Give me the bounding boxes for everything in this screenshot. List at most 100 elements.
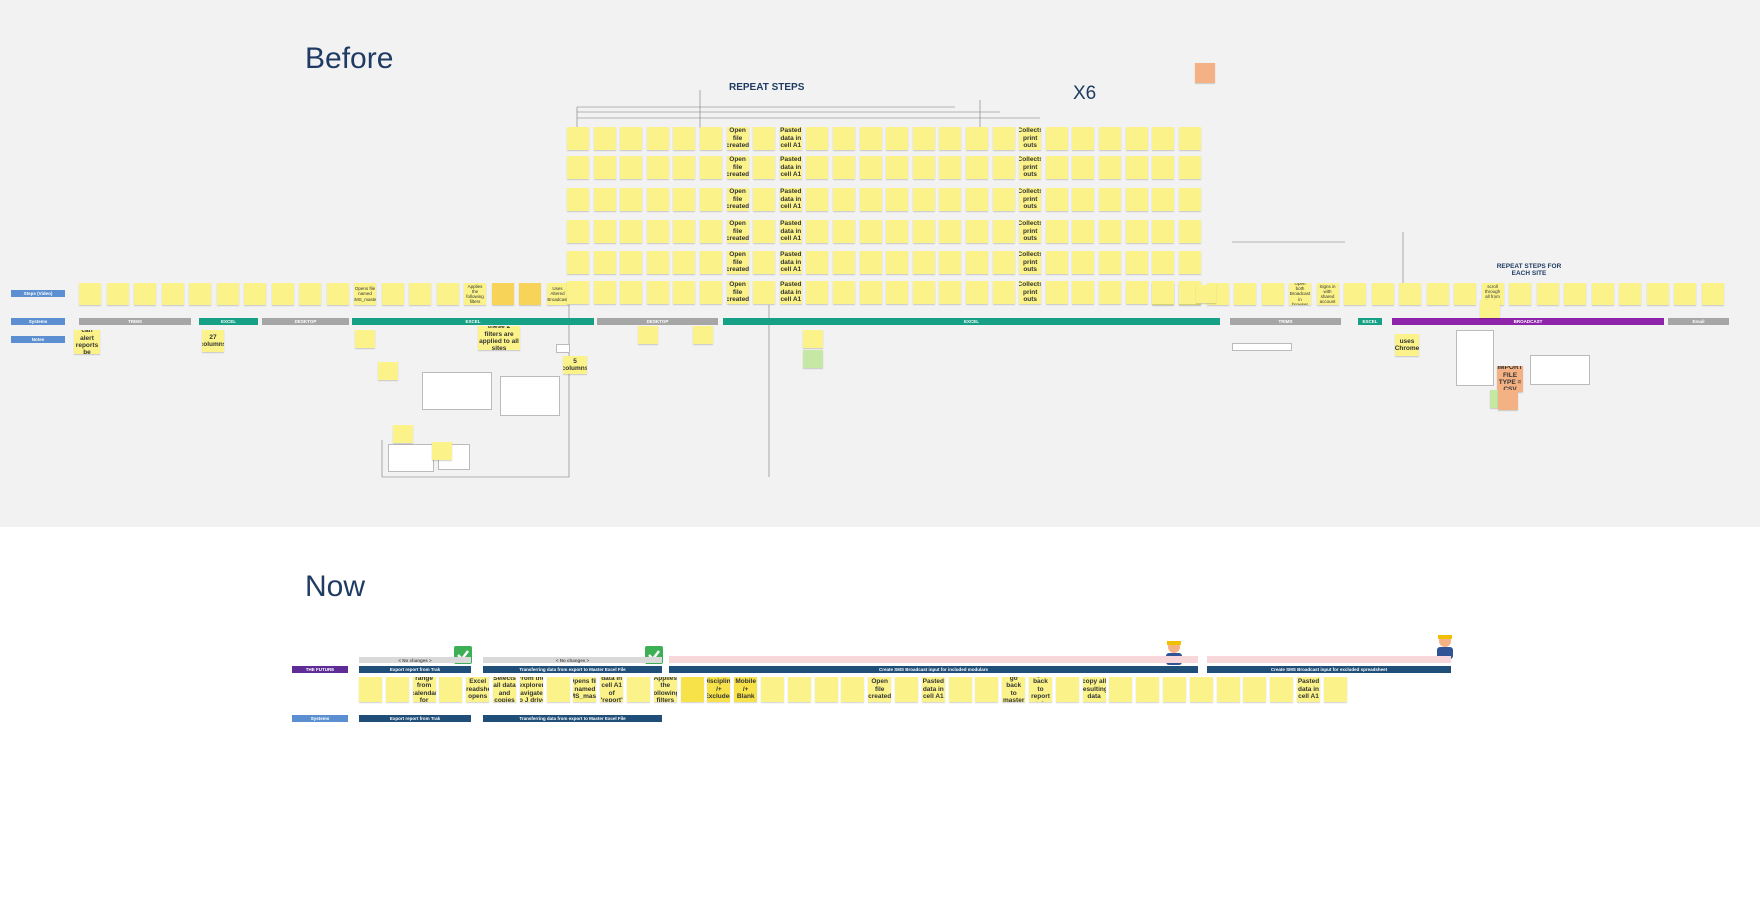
repeat-sticky (833, 220, 855, 243)
screenshot (500, 376, 560, 416)
repeat-sticky: Collects print outs (1019, 251, 1042, 274)
now-step-sticky (841, 677, 865, 702)
step-sticky: Uses Altered Broadcast (546, 283, 569, 305)
repeat-sticky (1072, 127, 1095, 150)
phase-status (669, 656, 1198, 663)
repeat-sticky (593, 281, 616, 304)
step-sticky (1344, 283, 1366, 305)
repeat-sticky (833, 188, 855, 211)
repeat-sticky (1178, 188, 1201, 211)
repeat-sticky: Open file created (726, 220, 749, 243)
repeat-sticky: Pasted data in cell A1 (779, 188, 802, 211)
repeat-sticky (1072, 220, 1095, 243)
repeat-sticky (859, 188, 882, 211)
repeat-sticky (806, 281, 829, 304)
system-bar: TRIMS (1230, 318, 1341, 325)
now-step-sticky (1136, 677, 1160, 702)
now-step-sticky: Applies the following filters (653, 677, 677, 702)
now-step-sticky (895, 677, 918, 702)
phase-bar: Export report from Trak (359, 715, 471, 722)
now-step-sticky: Selects all data and copies (493, 677, 516, 702)
phase-bar: Create SMS Broadcast input for included … (669, 666, 1198, 673)
repeat-sticky (1045, 251, 1068, 274)
system-bar: DESKTOP (597, 318, 718, 325)
repeat-sticky (700, 188, 722, 211)
phase-status (1207, 656, 1451, 663)
repeat-sticky (1072, 156, 1095, 179)
step-sticky (244, 283, 266, 305)
now-step-sticky: copy all resulting data (1082, 677, 1106, 702)
now-step-sticky (546, 677, 570, 702)
repeat-sticky: Open file created (726, 251, 749, 274)
small-sticky (1498, 390, 1518, 410)
repeat-sticky (567, 281, 589, 304)
step-sticky (436, 283, 459, 305)
repeat-sticky (673, 156, 696, 179)
repeat-sticky (753, 220, 776, 243)
repeat-sticky (593, 220, 616, 243)
lane-label: Systems (292, 715, 348, 722)
now-title: Now (305, 570, 366, 603)
note-sticky: these 2 filters are applied to all sites (478, 326, 520, 350)
repeat-sticky (620, 188, 643, 211)
repeat-sticky (1125, 127, 1148, 150)
repeat-sticky (593, 156, 616, 179)
repeat-sticky (1125, 188, 1148, 211)
now-step-sticky (627, 677, 650, 702)
repeat-sticky (753, 251, 776, 274)
repeat-sticky (806, 188, 829, 211)
repeat-sticky (939, 156, 962, 179)
repeat-sticky (1099, 220, 1121, 243)
repeat-sticky (700, 251, 722, 274)
repeat-sticky (567, 127, 589, 150)
repeat-sticky (1045, 156, 1068, 179)
note-sticky: Where can alert reports be found? (74, 330, 100, 354)
repeat-sticky (1099, 127, 1121, 150)
repeat-sticky: Collects print outs (1019, 127, 1042, 150)
step-sticky (216, 283, 239, 305)
repeat-sticky (700, 281, 722, 304)
repeat-sticky (833, 156, 855, 179)
screenshot (1232, 343, 1292, 351)
repeat-sticky (966, 251, 988, 274)
repeat-site-label: REPEAT STEPS FOR EACH SITE (1496, 263, 1562, 277)
repeat-sticky (673, 188, 696, 211)
repeat-sticky (1099, 156, 1121, 179)
step-sticky (1619, 283, 1641, 305)
repeat-sticky (593, 251, 616, 274)
repeat-sticky (912, 251, 935, 274)
repeat-sticky (966, 127, 988, 150)
small-sticky (803, 350, 823, 368)
repeat-sticky (859, 156, 882, 179)
now-step-sticky (1055, 677, 1079, 702)
repeat-sticky (1045, 188, 1068, 211)
now-step-sticky: From the explorer navigates to J drive (519, 677, 543, 702)
repeat-sticky (912, 281, 935, 304)
repeat-sticky (1045, 220, 1068, 243)
repeat-sticky (912, 188, 935, 211)
repeat-sticky: Open file created (726, 156, 749, 179)
system-bar: TRIMS (79, 318, 191, 325)
step-sticky (1674, 283, 1696, 305)
now-step-sticky (1109, 677, 1133, 702)
repeat-label: REPEAT STEPS (729, 82, 805, 93)
repeat-sticky (939, 188, 962, 211)
now-step-sticky: Pastes data in cell A1 of 'report' tab (600, 677, 624, 702)
repeat-sticky (646, 188, 669, 211)
screenshot (422, 372, 492, 410)
repeat-sticky (646, 127, 669, 150)
step-sticky (1591, 283, 1614, 305)
repeat-sticky: Collects print outs (1019, 220, 1042, 243)
step-sticky (161, 283, 184, 305)
repeat-sticky (567, 220, 589, 243)
now-step-sticky: Selects date range from calendar for sin… (412, 677, 436, 702)
repeat-sticky (1178, 251, 1201, 274)
repeat-sticky (992, 251, 1015, 274)
small-sticky (1196, 285, 1216, 303)
lane-label: Systems (11, 318, 65, 325)
step-sticky (299, 283, 321, 305)
now-step-sticky (1216, 677, 1240, 702)
now-step-sticky: go back to master (1002, 677, 1026, 702)
